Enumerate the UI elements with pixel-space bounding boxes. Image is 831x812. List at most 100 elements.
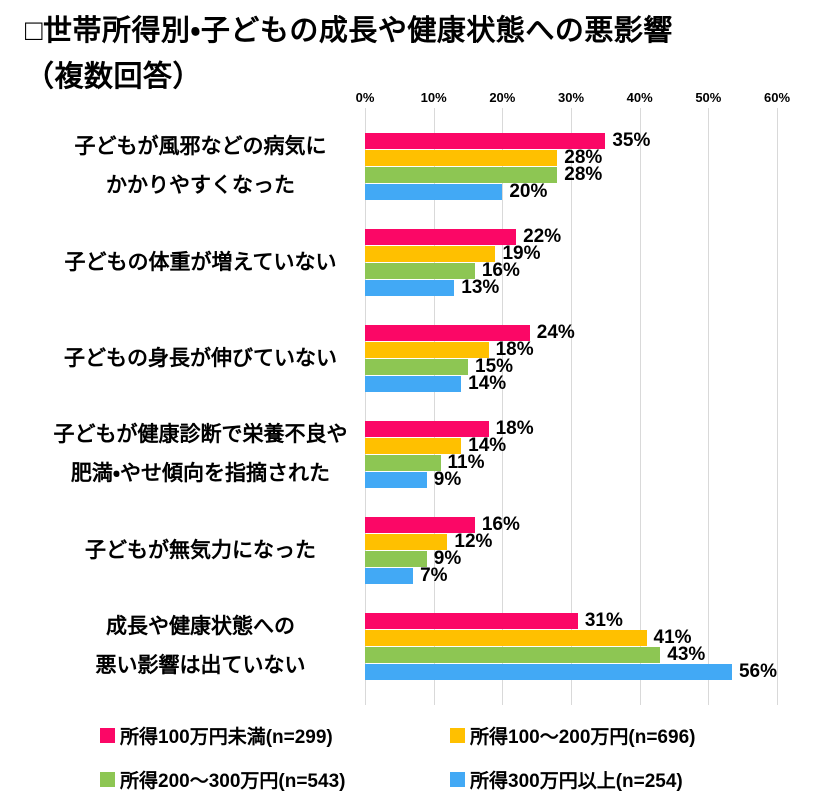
bar: [365, 341, 489, 358]
bar-line: 18%: [365, 338, 777, 360]
bar: [365, 533, 448, 550]
bar: [365, 646, 661, 663]
bar-line: 56%: [365, 660, 777, 682]
x-axis-tick-label: 20%: [489, 90, 516, 105]
bar-line: 20%: [365, 180, 777, 202]
legend-label: 所得200～300万円(n=543): [120, 771, 346, 792]
bar-value-label: 31%: [584, 609, 623, 631]
bar: [365, 279, 455, 296]
category-label: 子どもが健康診断で栄養不良や 肥満・やせ傾向を指摘された: [0, 415, 365, 493]
bar-value-label: 11%: [447, 451, 485, 473]
bar-value-label: 16%: [481, 259, 520, 281]
legend-swatch: [450, 728, 465, 743]
legend-item: 所得100万円未満(n=299): [100, 722, 450, 749]
bar-line: 14%: [365, 435, 777, 456]
plot-area: 子どもが風邪などの病気に かかりやすくなった 35% 28% 28% 20% 子どもの体重が…: [0, 108, 831, 717]
legend-swatch: [450, 772, 465, 787]
bar-line: 12%: [365, 531, 777, 552]
bar: [365, 612, 578, 629]
gridline: [639, 108, 641, 705]
bar: [365, 228, 517, 245]
bar-value-label: 7%: [420, 564, 448, 586]
category-label-line: 悪い影響は出ていない: [95, 654, 306, 677]
bar-group: 16% 12% 9% 7%: [365, 513, 777, 586]
bar-line: 13%: [365, 276, 777, 298]
x-axis-tick-label: 40%: [626, 90, 653, 105]
bar-line: 22%: [365, 225, 777, 247]
category-label-line: かかりやすくなった: [106, 174, 295, 197]
bar: [365, 166, 558, 183]
x-axis: 0% 10% 20% 30% 40% 50% 60%: [356, 88, 790, 108]
bar-value-label: 16%: [481, 513, 520, 535]
category-row: 子どもの身長が伸びていない 24% 18% 15% 14%: [0, 310, 831, 406]
category-row: 成長や健康状態への 悪い影響は出ていない 31% 41% 43% 56%: [0, 598, 831, 694]
bar-line: 15%: [365, 355, 777, 377]
bar-line: 31%: [365, 609, 777, 631]
bar-value-label: 15%: [475, 355, 514, 377]
bar-group: 18% 14% 11% 9%: [365, 417, 777, 490]
bar: [365, 471, 427, 488]
bar-value-label: 9%: [433, 547, 462, 569]
x-axis-tick-label: 0%: [355, 90, 375, 105]
category-row: 子どもが風邪などの病気に かかりやすくなった 35% 28% 28% 20%: [0, 118, 831, 214]
bar: [365, 132, 606, 149]
bar-value-label: 22%: [523, 225, 562, 247]
category-row: 子どもが健康診断で栄養不良や 肥満・やせ傾向を指摘された 18% 14% 11% 9%: [0, 406, 831, 502]
bar-line: 41%: [365, 626, 777, 648]
bar-group: 24% 18% 15% 14%: [365, 321, 777, 394]
bar-line: 9%: [365, 468, 777, 490]
bar-line: 7%: [365, 564, 777, 586]
gridline: [365, 108, 366, 705]
gridlines: [365, 108, 778, 705]
bar-value-label: 19%: [502, 242, 541, 264]
bar-line: 14%: [365, 373, 777, 394]
bar: [365, 454, 441, 471]
category-label-line: 子どもが風邪などの病気に: [74, 135, 327, 158]
category-label-line: 子どもの体重が増えていない: [64, 250, 337, 274]
category-row: 子どもの体重が増えていない 22% 19% 16% 13%: [0, 214, 831, 310]
bar-value-label: 18%: [495, 417, 534, 439]
bar-value-label: 20%: [509, 180, 548, 202]
category-label-line: 子どもが健康診断で栄養不良や: [53, 423, 348, 446]
legend-item: 所得300万円以上(n=254): [450, 766, 695, 793]
legend-label: 所得300万円以上(n=254): [470, 771, 683, 792]
legend: 所得100万円未満(n=299) 所得100～200万円(n=696) 所得200～…: [100, 722, 695, 793]
x-axis-tick-label: 10%: [420, 90, 447, 105]
chart-title-line2: （複数回答）: [25, 61, 203, 93]
bar: [365, 629, 647, 646]
bar: [365, 516, 475, 533]
legend-label: 所得100～200万円(n=696): [470, 727, 696, 748]
bar: [365, 375, 462, 392]
bar-value-label: 9%: [433, 468, 462, 490]
category-label: 子どもの体重が増えていない: [0, 243, 365, 282]
gridline: [502, 108, 504, 705]
category-label: 子どもが無気力になった: [0, 531, 365, 570]
x-axis-tick-label: 30%: [557, 90, 585, 105]
x-axis-tick-label: 60%: [763, 90, 791, 105]
legend-swatch: [100, 772, 115, 787]
bar-value-label: 18%: [495, 338, 534, 360]
bar: [365, 550, 427, 567]
bar-line: 43%: [365, 644, 777, 665]
bar-value-label: 13%: [461, 276, 500, 298]
legend-item: 所得100～200万円(n=696): [450, 722, 695, 749]
bar: [365, 663, 732, 680]
bar: [365, 324, 530, 341]
bar-line: 24%: [365, 321, 777, 343]
chart-title: □世帯所得別・子どもの成長や健康状態への悪影響 （複数回答）: [25, 8, 673, 100]
chart-title-line1: □世帯所得別・子どもの成長や健康状態への悪影響: [25, 15, 673, 47]
bar: [365, 183, 503, 200]
bar-line: 19%: [365, 242, 777, 264]
bar: [365, 149, 558, 166]
bar-group: 35% 28% 28% 20%: [365, 130, 777, 202]
bar-value-label: 24%: [536, 321, 575, 343]
bar-line: 11%: [365, 451, 777, 473]
bar-value-label: 56%: [738, 660, 777, 682]
category-label: 成長や健康状態への 悪い影響は出ていない: [0, 607, 365, 685]
bar: [365, 245, 496, 262]
bar-line: 28%: [365, 147, 777, 168]
legend-swatch: [100, 728, 115, 743]
category-label: 子どもが風邪などの病気に かかりやすくなった: [0, 127, 365, 205]
bar-line: 16%: [365, 259, 777, 281]
bar-value-label: 41%: [653, 626, 692, 648]
